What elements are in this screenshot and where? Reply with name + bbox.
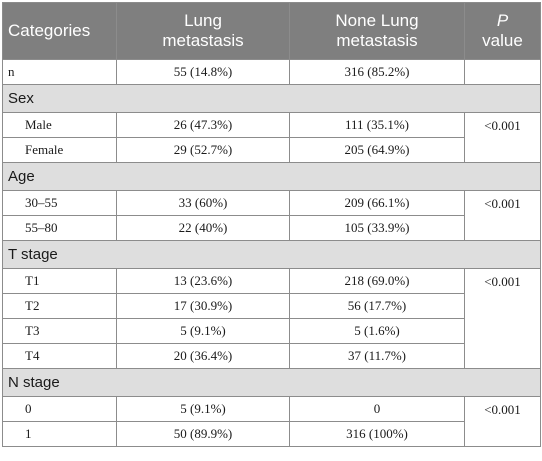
header-lung-line2: metastasis <box>162 31 244 50</box>
header-p-line1: P <box>496 11 509 30</box>
header-categories: Categories <box>2 2 117 60</box>
section-header-row: T stage <box>2 240 541 269</box>
row-label: Female <box>2 137 117 163</box>
row-label: T2 <box>2 293 117 319</box>
row-label: 0 <box>2 396 117 422</box>
lung-metastasis-value: 20 (36.4%) <box>116 343 290 369</box>
p-value: <0.001 <box>464 396 541 447</box>
n-none-value: 316 (85.2%) <box>289 59 465 85</box>
none-lung-metastasis-value: 0 <box>289 396 465 422</box>
header-row: Categories Lung metastasis None Lung met… <box>2 2 541 60</box>
none-lung-metastasis-value: 316 (100%) <box>289 421 465 447</box>
section-header-row: N stage <box>2 368 541 397</box>
lung-metastasis-value: 5 (9.1%) <box>116 318 290 344</box>
section-header-row: Age <box>2 162 541 191</box>
lung-metastasis-value: 26 (47.3%) <box>116 112 290 138</box>
table-row: T2 17 (30.9%) 56 (17.7%) <box>2 293 541 319</box>
section-title: N stage <box>2 368 541 397</box>
row-label: 55–80 <box>2 215 117 241</box>
table-row: 30–55 33 (60%) 209 (66.1%) <0.001 <box>2 190 541 241</box>
none-lung-metastasis-value: 56 (17.7%) <box>289 293 465 319</box>
p-value: <0.001 <box>464 268 541 369</box>
table-row-n: n 55 (14.8%) 316 (85.2%) <box>2 59 541 85</box>
header-lung-metastasis: Lung metastasis <box>116 2 290 60</box>
n-p-value <box>464 59 541 85</box>
none-lung-metastasis-value: 5 (1.6%) <box>289 318 465 344</box>
lung-metastasis-value: 33 (60%) <box>116 190 290 216</box>
row-label: T4 <box>2 343 117 369</box>
table-row: T4 20 (36.4%) 37 (11.7%) <box>2 343 541 369</box>
p-value: <0.001 <box>464 112 541 163</box>
none-lung-metastasis-value: 218 (69.0%) <box>289 268 465 294</box>
lung-metastasis-value: 29 (52.7%) <box>116 137 290 163</box>
results-table: Categories Lung metastasis None Lung met… <box>2 2 541 447</box>
row-label: T1 <box>2 268 117 294</box>
row-label: Male <box>2 112 117 138</box>
header-lung-line1: Lung <box>184 11 222 30</box>
header-none-line2: metastasis <box>336 31 418 50</box>
none-lung-metastasis-value: 205 (64.9%) <box>289 137 465 163</box>
table-row: T3 5 (9.1%) 5 (1.6%) <box>2 318 541 344</box>
lung-metastasis-value: 22 (40%) <box>116 215 290 241</box>
header-none-line1: None Lung <box>335 11 419 30</box>
lung-metastasis-value: 17 (30.9%) <box>116 293 290 319</box>
none-lung-metastasis-value: 37 (11.7%) <box>289 343 465 369</box>
table-row: 1 50 (89.9%) 316 (100%) <box>2 421 541 447</box>
row-label: T3 <box>2 318 117 344</box>
lung-metastasis-value: 13 (23.6%) <box>116 268 290 294</box>
header-p-line2: value <box>482 31 523 50</box>
table-row: 55–80 22 (40%) 105 (33.9%) <box>2 215 541 241</box>
section-header-row: Sex <box>2 84 541 113</box>
section-title: T stage <box>2 240 541 269</box>
lung-metastasis-value: 50 (89.9%) <box>116 421 290 447</box>
row-label: 30–55 <box>2 190 117 216</box>
header-none-lung-metastasis: None Lung metastasis <box>289 2 465 60</box>
table-row: Female 29 (52.7%) 205 (64.9%) <box>2 137 541 163</box>
table-row: T1 13 (23.6%) 218 (69.0%) <0.001 <box>2 268 541 369</box>
lung-metastasis-value: 5 (9.1%) <box>116 396 290 422</box>
section-title: Sex <box>2 84 541 113</box>
none-lung-metastasis-value: 111 (35.1%) <box>289 112 465 138</box>
header-p-value: P value <box>464 2 541 60</box>
row-label: 1 <box>2 421 117 447</box>
section-title: Age <box>2 162 541 191</box>
table-row: Male 26 (47.3%) 111 (35.1%) <0.001 <box>2 112 541 163</box>
n-label: n <box>2 59 117 85</box>
none-lung-metastasis-value: 105 (33.9%) <box>289 215 465 241</box>
p-value: <0.001 <box>464 190 541 241</box>
none-lung-metastasis-value: 209 (66.1%) <box>289 190 465 216</box>
n-lung-value: 55 (14.8%) <box>116 59 290 85</box>
